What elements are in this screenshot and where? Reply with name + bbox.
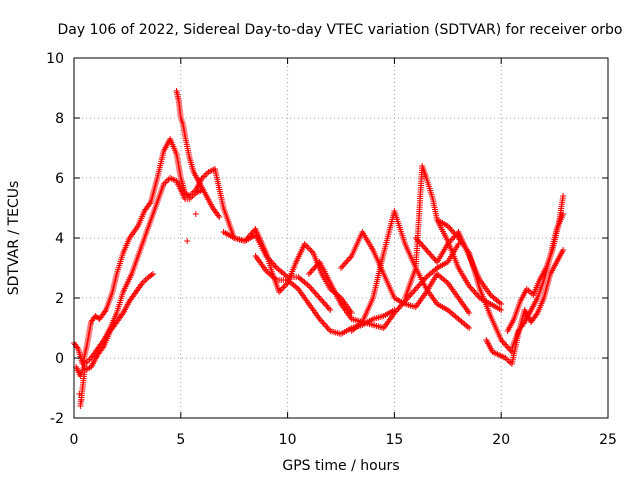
data-point-marker — [78, 397, 85, 403]
chart-title: Day 106 of 2022, Sidereal Day-to-day VTE… — [58, 22, 623, 38]
data-point-marker — [498, 307, 505, 313]
x-tick-label: 15 — [385, 432, 403, 448]
y-axis-label: SDTVAR / TECUs — [6, 181, 22, 296]
tick-label-layer: 0 5 10 15 20 25 -2 0 2 4 6 8 10 — [46, 51, 617, 448]
data-point-marker — [466, 310, 473, 316]
series-trace-mid-5 — [338, 229, 473, 316]
series-trace-outliers — [76, 211, 199, 403]
series-trace-c — [77, 271, 157, 409]
y-tick-label: 4 — [55, 231, 64, 247]
data-point-marker — [466, 325, 473, 331]
data-point-marker — [498, 301, 505, 307]
data-point-marker — [76, 391, 83, 397]
data-point-marker — [184, 238, 191, 244]
series-trace-late-6 — [508, 211, 567, 352]
y-tick-label: 8 — [55, 111, 64, 127]
x-tick-label: 5 — [176, 432, 185, 448]
x-axis-label: GPS time / hours — [282, 458, 399, 474]
x-tick-label: 25 — [599, 432, 617, 448]
series-trace-mid-1 — [211, 166, 334, 313]
y-tick-label: 6 — [55, 171, 64, 187]
y-tick-label: -2 — [50, 411, 64, 427]
y-tick-label: 10 — [46, 51, 64, 67]
series-trace-late-1 — [402, 163, 505, 313]
data-point-marker — [560, 247, 567, 253]
data-point-marker — [148, 272, 155, 278]
x-tick-label: 0 — [70, 432, 79, 448]
data-point-marker — [327, 307, 334, 313]
y-tick-label: 0 — [55, 351, 64, 367]
series-trace-peak — [173, 88, 223, 220]
x-tick-label: 20 — [492, 432, 510, 448]
series-trace-late-4 — [483, 247, 567, 367]
series-trace-mid-3 — [252, 253, 398, 337]
x-tick-label: 10 — [279, 432, 297, 448]
series-trace-a — [71, 136, 218, 367]
data-layer — [71, 88, 567, 409]
data-point-marker — [560, 211, 567, 217]
y-tick-label: 2 — [55, 291, 64, 307]
data-point-marker — [150, 271, 157, 277]
grid-layer — [74, 58, 608, 418]
tick-layer — [73, 57, 609, 419]
series-trace-late-3 — [434, 217, 515, 355]
data-point-marker — [216, 214, 223, 220]
data-point-marker — [192, 211, 199, 217]
data-point-marker — [560, 193, 567, 199]
